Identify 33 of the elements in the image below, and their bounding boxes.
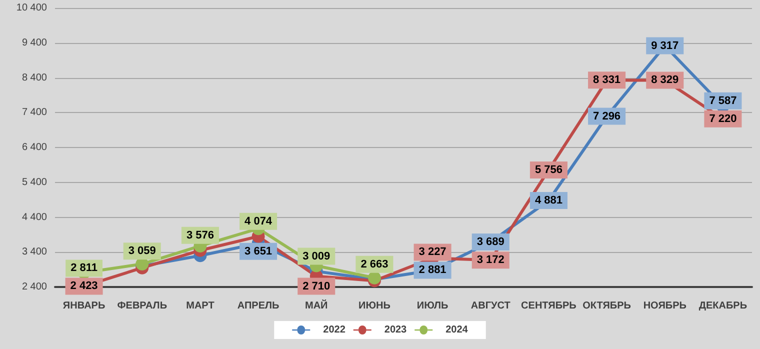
x-tick-label: МАРТ [186,300,214,312]
y-tick-label: 5 400 [22,176,48,188]
x-tick-label: ИЮНЬ [358,300,390,312]
y-tick-label: 6 400 [22,142,48,153]
data-label: 3 009 [302,250,330,262]
y-tick-label: 2 400 [22,282,48,292]
data-label: 2 811 [70,262,98,274]
y-tick-label: 10 400 [16,2,48,14]
x-tick-label: АВГУСТ [470,300,510,312]
y-tick-label: 3 400 [22,246,48,258]
y-tick-label: 7 400 [22,107,48,118]
data-label: 3 059 [128,245,156,258]
data-label: 3 576 [186,229,214,242]
data-label: 4 074 [244,215,273,228]
x-tick-label: ФЕВРАЛЬ [117,300,168,312]
y-tick-label: 9 400 [22,37,48,48]
x-tick-label: МАЙ [305,298,328,312]
legend-label: 2024 [446,324,468,336]
data-label: 3 651 [244,245,272,258]
data-label: 3 227 [418,246,446,258]
legend-label: 2022 [323,324,346,336]
data-label: 2 663 [360,258,388,270]
x-tick-label: ЯНВАРЬ [62,300,106,312]
y-tick-label: 8 400 [22,72,48,84]
x-tick-label: НОЯБРЬ [643,300,686,312]
x-tick-label: ДЕКАБРЬ [698,300,748,312]
y-tick-label: 4 400 [22,212,48,223]
legend-label: 2023 [384,324,408,336]
data-label: 2 710 [302,280,330,292]
x-tick-label: ИЮЛЬ [416,300,448,312]
x-tick-label: ОКТЯБРЬ [582,300,631,312]
x-tick-label: СЕНТЯБРЬ [521,300,576,312]
x-tick-label: АПРЕЛЬ [237,300,280,312]
